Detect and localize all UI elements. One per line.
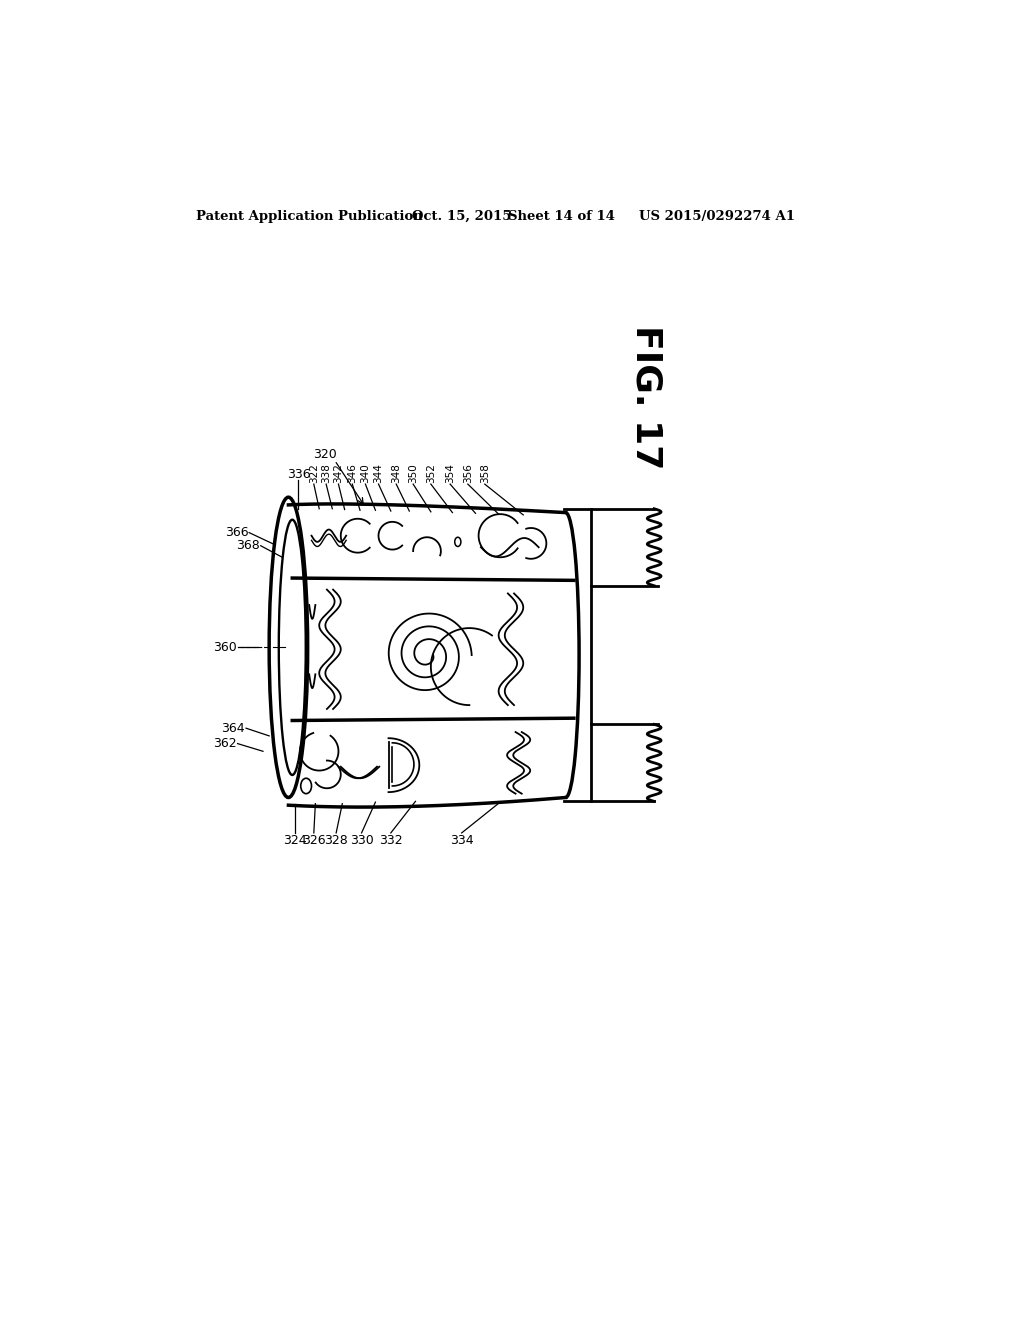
Text: 326: 326 — [302, 834, 326, 847]
Text: 362: 362 — [213, 737, 237, 750]
Text: 334: 334 — [450, 834, 473, 847]
Text: 336: 336 — [287, 467, 310, 480]
Text: 354: 354 — [445, 463, 455, 483]
Text: 328: 328 — [325, 834, 348, 847]
Text: 342: 342 — [334, 463, 343, 483]
Text: 344: 344 — [374, 463, 384, 483]
Text: 330: 330 — [349, 834, 374, 847]
Text: 356: 356 — [463, 463, 473, 483]
Text: 360: 360 — [213, 640, 237, 653]
Text: 338: 338 — [322, 463, 331, 483]
Text: Sheet 14 of 14: Sheet 14 of 14 — [508, 210, 614, 223]
Text: 358: 358 — [480, 463, 489, 483]
Text: 340: 340 — [360, 463, 371, 483]
Text: 320: 320 — [313, 447, 337, 461]
Text: 332: 332 — [379, 834, 402, 847]
Text: 368: 368 — [237, 539, 260, 552]
Text: FIG. 17: FIG. 17 — [630, 325, 664, 470]
Text: US 2015/0292274 A1: US 2015/0292274 A1 — [639, 210, 795, 223]
Text: 366: 366 — [224, 527, 249, 539]
Text: 324: 324 — [283, 834, 306, 847]
Text: Oct. 15, 2015: Oct. 15, 2015 — [412, 210, 511, 223]
Text: Patent Application Publication: Patent Application Publication — [196, 210, 423, 223]
Text: 364: 364 — [221, 722, 245, 735]
Text: 348: 348 — [391, 463, 401, 483]
Text: 352: 352 — [426, 463, 436, 483]
Text: 322: 322 — [309, 463, 318, 483]
Text: 346: 346 — [347, 463, 357, 483]
Text: 350: 350 — [409, 463, 418, 483]
